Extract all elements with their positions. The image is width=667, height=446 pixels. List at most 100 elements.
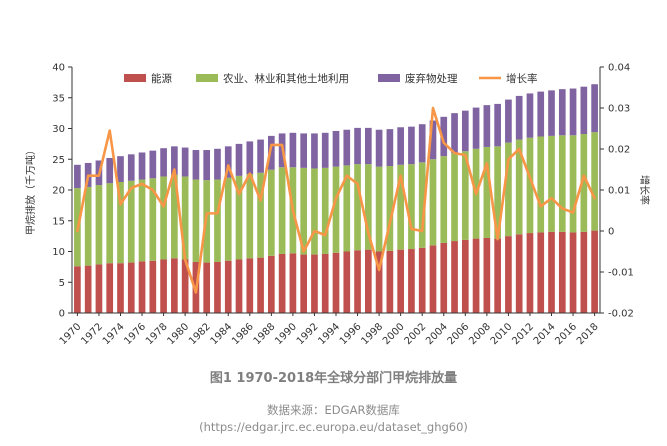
bar-waste-2017 <box>580 86 588 135</box>
bar-energy-2003 <box>429 245 437 313</box>
bar-waste-1975 <box>127 154 135 181</box>
x-tick-label: 1972 <box>79 321 105 347</box>
bar-agriculture-1986 <box>246 174 254 259</box>
bar-waste-2002 <box>418 124 426 163</box>
bar-waste-1996 <box>354 127 361 165</box>
bar-energy-1992 <box>311 254 318 313</box>
x-tick-label: 1980 <box>165 321 191 347</box>
bar-energy-1997 <box>364 249 372 313</box>
bar-agriculture-1977 <box>149 178 157 261</box>
x-tick-label: 1996 <box>338 321 364 347</box>
bar-waste-2015 <box>558 89 566 136</box>
bar-waste-2016 <box>569 88 577 136</box>
bar-energy-2011 <box>515 234 523 313</box>
bar-energy-2012 <box>526 233 534 313</box>
bar-energy-1993 <box>321 253 329 313</box>
bar-energy-2009 <box>494 238 501 313</box>
bar-agriculture-2014 <box>548 135 555 232</box>
bar-agriculture-1995 <box>343 165 351 252</box>
bar-agriculture-1981 <box>192 179 200 262</box>
bar-waste-1995 <box>343 129 351 166</box>
bar-waste-1979 <box>171 146 178 175</box>
x-tick-label: 2004 <box>424 321 450 347</box>
bar-waste-1988 <box>268 135 275 170</box>
bar-agriculture-2002 <box>418 162 426 248</box>
bar-waste-2003 <box>429 120 437 160</box>
bar-waste-1982 <box>203 150 211 181</box>
bar-waste-1984 <box>224 146 232 178</box>
bar-waste-2006 <box>461 110 469 152</box>
bar-agriculture-1994 <box>332 166 340 253</box>
bar-agriculture-2001 <box>408 164 415 250</box>
bar-agriculture-1993 <box>321 167 329 254</box>
bar-waste-1983 <box>214 148 221 180</box>
x-tick-label: 1976 <box>122 321 148 347</box>
bar-energy-2004 <box>440 242 448 313</box>
bar-agriculture-1985 <box>235 175 243 260</box>
source-note: 数据来源：EDGAR数据库 <box>267 403 400 417</box>
bar-energy-2007 <box>472 238 480 313</box>
bar-energy-1975 <box>127 262 135 313</box>
bar-energy-1983 <box>214 261 221 313</box>
bar-agriculture-1979 <box>171 174 178 259</box>
bar-energy-2010 <box>505 236 512 314</box>
bar-energy-2006 <box>461 239 469 313</box>
bar-waste-1985 <box>235 143 243 176</box>
x-tick-label: 2002 <box>403 321 429 347</box>
bar-agriculture-1992 <box>311 168 318 255</box>
bar-energy-1971 <box>84 265 92 313</box>
y-tick-label: 10 <box>52 247 65 258</box>
bar-agriculture-2011 <box>515 139 523 235</box>
x-tick-label: 1992 <box>295 321 321 347</box>
bar-waste-2013 <box>537 91 545 137</box>
bar-agriculture-1975 <box>127 180 135 263</box>
y2-tick-label: 0 <box>608 227 614 238</box>
bar-agriculture-2017 <box>580 134 588 232</box>
bar-agriculture-1972 <box>95 185 103 265</box>
bar-waste-1992 <box>311 133 318 169</box>
bar-waste-1980 <box>181 147 189 177</box>
bar-energy-1986 <box>246 258 254 313</box>
bar-agriculture-1983 <box>214 179 221 262</box>
bar-agriculture-2000 <box>397 164 404 250</box>
stacked-bar-line-chart: 0 5 10 15 20 25 30 35 40 -0.02 -0.01 0 0.01 0.02 0.03 0… <box>24 63 651 348</box>
bar-waste-2000 <box>397 127 404 165</box>
bar-energy-2008 <box>483 237 491 313</box>
bar-agriculture-1988 <box>268 169 275 256</box>
bar-waste-2009 <box>494 103 501 147</box>
bar-energy-1987 <box>257 257 264 313</box>
bar-energy-1972 <box>95 264 103 313</box>
bar-waste-1997 <box>364 127 372 165</box>
bar-waste-1973 <box>106 158 114 184</box>
bar-energy-1982 <box>203 262 211 313</box>
y2-tick-label: -0.01 <box>608 268 634 279</box>
bar-agriculture-2018 <box>591 132 598 231</box>
bar-energy-1998 <box>375 251 383 313</box>
bar-energy-1990 <box>289 253 297 313</box>
bar-energy-1984 <box>224 260 232 313</box>
x-tick-label: 2016 <box>553 321 579 347</box>
bar-agriculture-2008 <box>483 146 491 238</box>
bar-energy-2005 <box>451 241 458 313</box>
legend-label-waste: 废弃物处理 <box>405 72 458 85</box>
bar-waste-2018 <box>591 84 598 133</box>
x-tick-label: 2006 <box>446 321 472 347</box>
y2-tick-label: -0.02 <box>608 309 634 320</box>
x-tick-label: 2008 <box>467 321 493 347</box>
bar-waste-1990 <box>289 132 297 168</box>
y-tick-label: 35 <box>52 93 65 104</box>
bar-waste-1993 <box>321 132 329 168</box>
legend-label-growth: 增长率 <box>506 72 538 85</box>
bar-energy-1979 <box>171 258 178 313</box>
bar-agriculture-1998 <box>375 166 383 252</box>
bar-agriculture-2013 <box>537 136 545 233</box>
bar-energy-1996 <box>354 250 361 313</box>
bar-energy-2014 <box>548 231 555 313</box>
x-tick-label: 1974 <box>101 321 127 347</box>
bar-agriculture-1976 <box>138 179 146 262</box>
bar-agriculture-1973 <box>106 183 114 264</box>
bar-energy-1989 <box>278 253 286 313</box>
bar-agriculture-2012 <box>526 137 534 234</box>
bar-agriculture-1999 <box>386 166 394 251</box>
